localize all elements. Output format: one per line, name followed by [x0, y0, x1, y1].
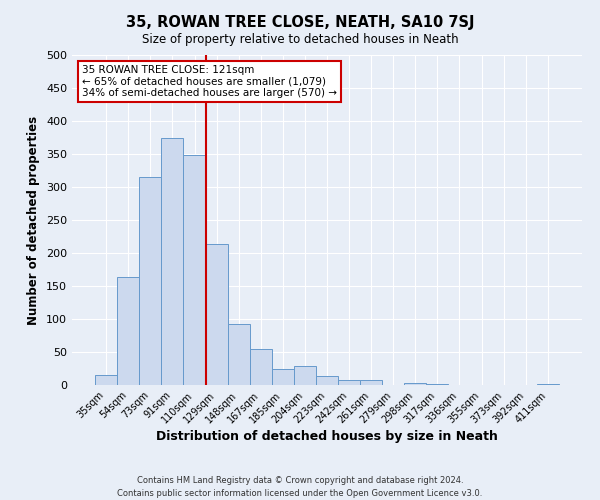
Y-axis label: Number of detached properties: Number of detached properties [28, 116, 40, 324]
Bar [316, 376, 338, 385]
Bar [161, 138, 184, 385]
Bar [272, 368, 294, 385]
X-axis label: Distribution of detached houses by size in Neath: Distribution of detached houses by size … [156, 430, 498, 444]
Bar [537, 384, 559, 385]
Text: Size of property relative to detached houses in Neath: Size of property relative to detached ho… [142, 32, 458, 46]
Bar [117, 278, 139, 385]
Text: 35, ROWAN TREE CLOSE, NEATH, SA10 7SJ: 35, ROWAN TREE CLOSE, NEATH, SA10 7SJ [126, 15, 474, 30]
Bar [427, 384, 448, 385]
Bar [95, 375, 117, 385]
Bar [206, 244, 227, 385]
Bar [360, 380, 382, 385]
Bar [404, 383, 427, 385]
Bar [294, 366, 316, 385]
Bar [250, 348, 272, 385]
Bar [184, 156, 206, 385]
Bar [139, 177, 161, 385]
Bar [227, 324, 250, 385]
Text: Contains HM Land Registry data © Crown copyright and database right 2024.
Contai: Contains HM Land Registry data © Crown c… [118, 476, 482, 498]
Text: 35 ROWAN TREE CLOSE: 121sqm
← 65% of detached houses are smaller (1,079)
34% of : 35 ROWAN TREE CLOSE: 121sqm ← 65% of det… [82, 65, 337, 98]
Bar [338, 380, 360, 385]
